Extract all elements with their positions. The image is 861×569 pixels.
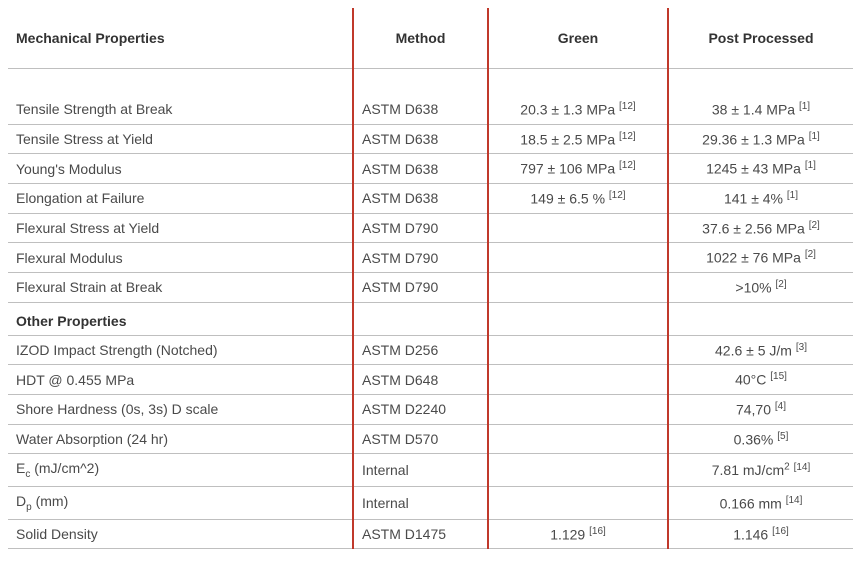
cell-property: Flexural Stress at Yield bbox=[8, 213, 353, 243]
cell-method: ASTM D638 bbox=[353, 124, 488, 154]
col-header-property: Mechanical Properties bbox=[8, 8, 353, 69]
cell-method: ASTM D638 bbox=[353, 95, 488, 124]
cell-value: 1.146 [16] bbox=[668, 519, 853, 549]
section-header-row: Other Properties bbox=[8, 302, 853, 335]
cell-property: Elongation at Failure bbox=[8, 183, 353, 213]
table-header-row: Mechanical Properties Method Green Post … bbox=[8, 8, 853, 69]
cell-value: 1022 ± 76 MPa [2] bbox=[668, 243, 853, 273]
cell-value: 74,70 [4] bbox=[668, 394, 853, 424]
cell-method: ASTM D638 bbox=[353, 154, 488, 184]
cell-value: 40°C [15] bbox=[668, 365, 853, 395]
table-row: IZOD Impact Strength (Notched)ASTM D256 4… bbox=[8, 335, 853, 365]
cell-value: 1.129 [16] bbox=[488, 519, 668, 549]
cell-method: ASTM D790 bbox=[353, 243, 488, 273]
cell-value: >10% [2] bbox=[668, 272, 853, 302]
cell-value: 141 ± 4% [1] bbox=[668, 183, 853, 213]
table-row: HDT @ 0.455 MPaASTM D648 40°C [15] bbox=[8, 365, 853, 395]
cell-method: Internal bbox=[353, 454, 488, 487]
cell-value bbox=[488, 243, 668, 273]
cell-property: Young's Modulus bbox=[8, 154, 353, 184]
cell-value: 37.6 ± 2.56 MPa [2] bbox=[668, 213, 853, 243]
col-header-method: Method bbox=[353, 8, 488, 69]
table-row: Solid DensityASTM D14751.129 [16]1.146 [… bbox=[8, 519, 853, 549]
cell-method: ASTM D1475 bbox=[353, 519, 488, 549]
table-row: Young's ModulusASTM D638797 ± 106 MPa [1… bbox=[8, 154, 853, 184]
cell-property: Dp (mm) bbox=[8, 487, 353, 520]
cell-property: Flexural Strain at Break bbox=[8, 272, 353, 302]
cell-property: HDT @ 0.455 MPa bbox=[8, 365, 353, 395]
col-header-green: Green bbox=[488, 8, 668, 69]
table-row: Elongation at FailureASTM D638149 ± 6.5 … bbox=[8, 183, 853, 213]
cell-method: ASTM D790 bbox=[353, 272, 488, 302]
cell-value bbox=[488, 272, 668, 302]
table-row: Dp (mm)Internal 0.166 mm [14] bbox=[8, 487, 853, 520]
cell-value bbox=[488, 365, 668, 395]
cell-value bbox=[488, 213, 668, 243]
table-row: Flexural ModulusASTM D790 1022 ± 76 MPa [… bbox=[8, 243, 853, 273]
cell-value bbox=[488, 487, 668, 520]
section-header-other: Other Properties bbox=[8, 302, 353, 335]
table-row: Tensile Strength at BreakASTM D63820.3 ±… bbox=[8, 95, 853, 124]
cell-value: 29.36 ± 1.3 MPa [1] bbox=[668, 124, 853, 154]
cell-value: 1245 ± 43 MPa [1] bbox=[668, 154, 853, 184]
cell-value bbox=[488, 394, 668, 424]
table-row: Shore Hardness (0s, 3s) D scaleASTM D224… bbox=[8, 394, 853, 424]
cell-value bbox=[488, 424, 668, 454]
cell-value bbox=[488, 335, 668, 365]
cell-value: 149 ± 6.5 % [12] bbox=[488, 183, 668, 213]
cell-property: Flexural Modulus bbox=[8, 243, 353, 273]
cell-method: ASTM D570 bbox=[353, 424, 488, 454]
table-row: Flexural Stress at YieldASTM D790 37.6 ± … bbox=[8, 213, 853, 243]
table-row: Ec (mJ/cm^2)Internal 7.81 mJ/cm2 [14] bbox=[8, 454, 853, 487]
cell-value: 7.81 mJ/cm2 [14] bbox=[668, 454, 853, 487]
cell-value: 42.6 ± 5 J/m [3] bbox=[668, 335, 853, 365]
cell-property: Solid Density bbox=[8, 519, 353, 549]
cell-method: ASTM D790 bbox=[353, 213, 488, 243]
cell-property: Shore Hardness (0s, 3s) D scale bbox=[8, 394, 353, 424]
cell-property: Tensile Stress at Yield bbox=[8, 124, 353, 154]
properties-table: Mechanical Properties Method Green Post … bbox=[8, 8, 853, 549]
cell-value bbox=[488, 454, 668, 487]
cell-property: Ec (mJ/cm^2) bbox=[8, 454, 353, 487]
table-row: Flexural Strain at BreakASTM D790 >10% [2… bbox=[8, 272, 853, 302]
cell-property: Water Absorption (24 hr) bbox=[8, 424, 353, 454]
cell-value: 38 ± 1.4 MPa [1] bbox=[668, 95, 853, 124]
col-header-post: Post Processed bbox=[668, 8, 853, 69]
cell-method: ASTM D648 bbox=[353, 365, 488, 395]
table-row: Water Absorption (24 hr)ASTM D570 0.36% [… bbox=[8, 424, 853, 454]
cell-property: IZOD Impact Strength (Notched) bbox=[8, 335, 353, 365]
cell-method: ASTM D256 bbox=[353, 335, 488, 365]
cell-value: 18.5 ± 2.5 MPa [12] bbox=[488, 124, 668, 154]
cell-method: ASTM D638 bbox=[353, 183, 488, 213]
cell-value: 0.166 mm [14] bbox=[668, 487, 853, 520]
spacer-row bbox=[8, 69, 853, 96]
table-row: Tensile Stress at YieldASTM D63818.5 ± 2… bbox=[8, 124, 853, 154]
cell-value: 797 ± 106 MPa [12] bbox=[488, 154, 668, 184]
cell-property: Tensile Strength at Break bbox=[8, 95, 353, 124]
cell-method: ASTM D2240 bbox=[353, 394, 488, 424]
cell-method: Internal bbox=[353, 487, 488, 520]
cell-value: 0.36% [5] bbox=[668, 424, 853, 454]
cell-value: 20.3 ± 1.3 MPa [12] bbox=[488, 95, 668, 124]
